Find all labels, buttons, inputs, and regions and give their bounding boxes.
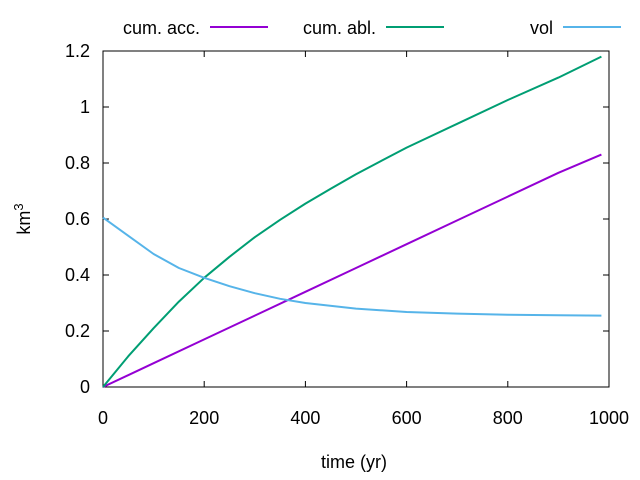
series-line-vol	[102, 216, 602, 317]
y-tick-label: 0.8	[65, 153, 90, 173]
legend-label: cum. acc.	[123, 18, 200, 38]
x-tick-label: 800	[493, 408, 523, 428]
x-tick-label: 1000	[589, 408, 629, 428]
y-tick-label: 0.4	[65, 265, 90, 285]
x-tick-label: 600	[392, 408, 422, 428]
y-tick-label: 0	[80, 377, 90, 397]
series-line-cum-abl	[102, 55, 602, 388]
x-tick-label: 200	[189, 408, 219, 428]
legend-label: cum. abl.	[303, 18, 376, 38]
x-tick-label: 400	[290, 408, 320, 428]
y-tick-label: 1	[80, 97, 90, 117]
x-tick-label: 0	[98, 408, 108, 428]
y-tick-label: 0.6	[65, 209, 90, 229]
x-axis-label: time (yr)	[321, 452, 387, 472]
series-line-cum-acc	[102, 153, 602, 388]
y-tick-label: 1.2	[65, 41, 90, 61]
y-axis-label: km3	[11, 203, 34, 234]
y-axis: 0 0.2 0.4 0.6 0.8 1 1.2	[65, 41, 609, 397]
series-lines	[102, 55, 602, 388]
plot-frame	[102, 50, 610, 388]
y-tick-label: 0.2	[65, 321, 90, 341]
legend: cum. acc. cum. abl. vol	[123, 18, 621, 38]
legend-label: vol	[530, 18, 553, 38]
x-axis: 0 200 400 600 800 1000	[98, 51, 629, 428]
y-axis-label-superscript: 3	[11, 203, 26, 210]
